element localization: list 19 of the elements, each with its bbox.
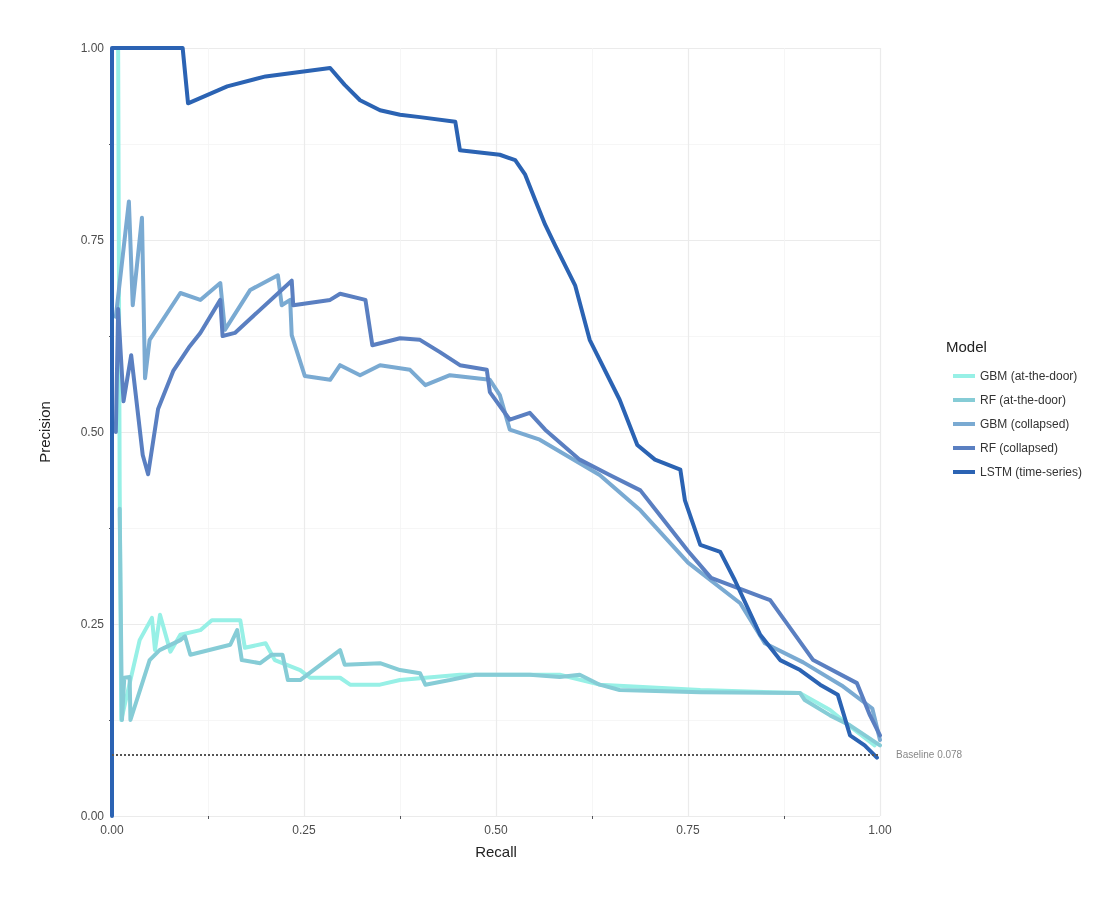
y-tick-label: 0.00 bbox=[80, 809, 105, 823]
x-tick-label: 0.25 bbox=[292, 823, 316, 837]
y-tick-label: 1.00 bbox=[80, 41, 105, 55]
ref-line-label: Baseline 0.078 bbox=[896, 749, 963, 761]
legend-label: RF (collapsed) bbox=[980, 441, 1059, 455]
legend-title: Model bbox=[946, 338, 987, 355]
x-tick-label: 1.00 bbox=[868, 823, 892, 837]
y-tick-label: 0.75 bbox=[80, 233, 105, 247]
y-tick-label: 0.50 bbox=[80, 425, 105, 439]
y-tick-label: 0.25 bbox=[80, 617, 105, 631]
y-axis-title: Precision bbox=[36, 401, 53, 463]
x-tick-label: 0.75 bbox=[676, 823, 700, 837]
legend-label: GBM (at-the-door) bbox=[980, 369, 1078, 383]
x-tick-label: 0.50 bbox=[484, 823, 508, 837]
x-tick-label: 0.00 bbox=[100, 823, 124, 837]
legend-label: GBM (collapsed) bbox=[980, 417, 1070, 431]
legend-label: RF (at-the-door) bbox=[980, 393, 1067, 407]
x-axis-title: Recall bbox=[475, 843, 517, 860]
legend-label: LSTM (time-series) bbox=[980, 465, 1083, 479]
